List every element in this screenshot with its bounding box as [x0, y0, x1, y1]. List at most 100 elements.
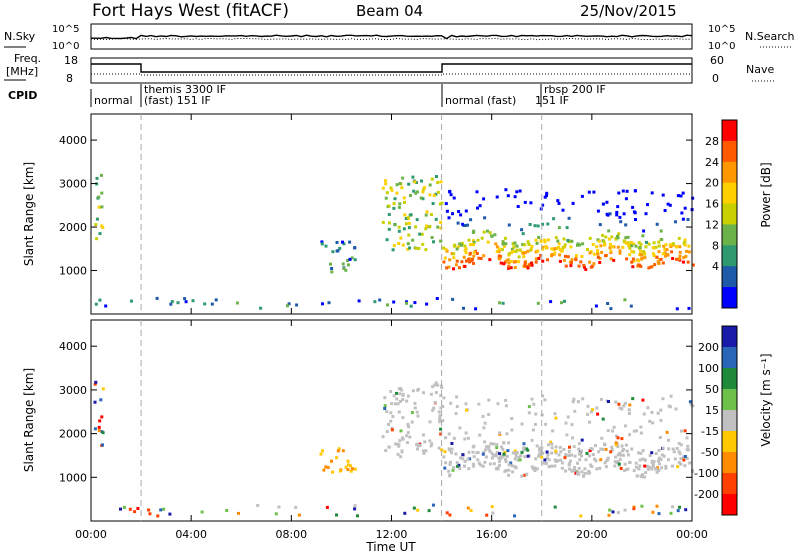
vel-cell [619, 453, 623, 457]
power-cell [641, 234, 645, 238]
vel-cell [567, 450, 571, 453]
power-cell [130, 299, 133, 303]
vel-cell [620, 444, 624, 448]
power-cell [418, 232, 422, 236]
power-colorbar-label: Power [dB] [759, 162, 773, 227]
power-cell [385, 238, 389, 242]
vel-cell [572, 397, 576, 401]
vel-colorbar-swatch [722, 368, 737, 390]
vel-cell [623, 462, 627, 466]
vel-cell [98, 419, 102, 423]
vel-cell [481, 415, 485, 418]
vel-cell [582, 474, 585, 478]
vel-cell [335, 456, 339, 460]
power-cell [486, 229, 489, 233]
power-cell [330, 270, 334, 274]
vel-cell [664, 466, 668, 470]
vel-cell [505, 454, 509, 458]
vel-cell [471, 462, 475, 466]
power-cell [638, 246, 642, 250]
power-cell [686, 218, 690, 221]
vel-cell [94, 380, 98, 384]
vel-cell [454, 412, 458, 416]
power-cell [412, 189, 416, 193]
power-cell [513, 195, 517, 199]
vel-cell [330, 459, 333, 463]
vel-cell [588, 420, 591, 424]
vel-cell [294, 505, 298, 509]
power-cell [501, 241, 505, 245]
vel-cell [503, 457, 507, 461]
vel-cell [642, 412, 646, 416]
nave-tick-bottom: 0 [712, 72, 719, 85]
vel-cell [678, 505, 681, 509]
vel-cell [530, 397, 534, 401]
power-cell [539, 239, 543, 243]
vel-cell [97, 425, 101, 429]
vel-cell [651, 421, 655, 425]
power-cell [517, 260, 521, 264]
power-cell [647, 242, 651, 246]
power-cell [417, 246, 421, 250]
power-cell [474, 307, 478, 311]
velocity-colorbar: 200 100 50 15 -15 -50 -100 -200 [694, 325, 738, 516]
vel-cell [623, 424, 627, 428]
vel-cell [676, 509, 680, 513]
power-cell [462, 306, 465, 310]
power-cell [463, 224, 467, 227]
vel-cell [410, 420, 414, 424]
power-cell [501, 301, 505, 305]
power-cell [341, 240, 344, 244]
vel-cell [465, 408, 468, 412]
power-cell [477, 256, 481, 260]
vel-cell [667, 447, 671, 451]
power-cell [515, 190, 519, 194]
vel-cell [691, 470, 695, 474]
power-cell [686, 260, 690, 264]
vel-cell [601, 447, 605, 451]
vel-cell [576, 400, 580, 404]
power-cell [455, 259, 459, 263]
power-cell [471, 231, 475, 234]
nave-tick-top: 60 [710, 54, 724, 67]
power-cell [381, 220, 385, 224]
vel-cell [432, 406, 436, 410]
vel-cell [599, 458, 603, 462]
power-cell [395, 183, 399, 187]
power-cell [504, 188, 508, 192]
power-cell [644, 212, 648, 216]
power-cell [657, 244, 661, 248]
power-cell [464, 251, 468, 255]
vel-cell [520, 450, 524, 454]
time-tick-label: 00:00 [75, 528, 107, 541]
power-cell [558, 259, 562, 263]
power-cell [550, 247, 554, 251]
power-cell [176, 301, 180, 305]
vel-cell [613, 464, 617, 468]
power-cell [203, 302, 207, 306]
vel-cell [604, 465, 608, 469]
vel-cell [554, 416, 558, 420]
power-cell [661, 261, 665, 265]
vel-cell [507, 473, 511, 477]
power-cell [469, 218, 473, 222]
vel-cell [553, 464, 557, 468]
vel-cell [591, 408, 594, 412]
vel-cell [550, 442, 554, 446]
power-cell [609, 249, 613, 253]
vel-cell [448, 462, 452, 466]
vel-cell [346, 468, 350, 472]
power-cell [453, 243, 457, 247]
cpid-segment-3-line1: normal (fast) [445, 94, 516, 107]
vel-cell [421, 433, 425, 437]
power-cell [629, 241, 633, 244]
power-cell [502, 262, 506, 266]
vel-cell [532, 402, 536, 406]
vel-cell [349, 469, 353, 473]
power-cell [503, 236, 507, 240]
power-cell [606, 302, 610, 305]
vel-cell [606, 457, 610, 461]
power-cell [452, 196, 456, 200]
power-cell [397, 205, 401, 209]
power-cell [523, 261, 527, 265]
